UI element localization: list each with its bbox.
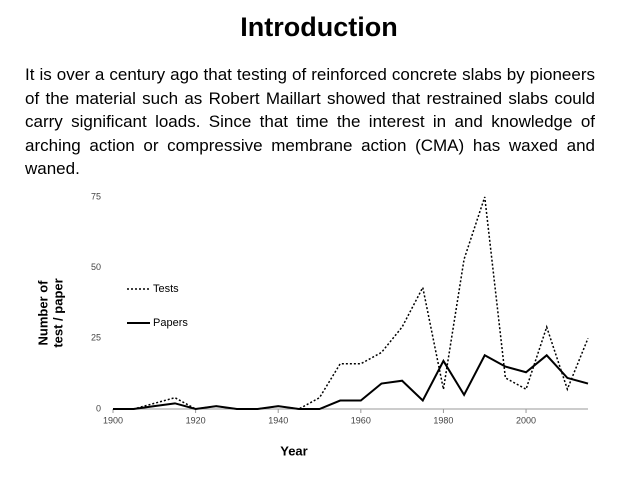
- legend-label: Tests: [153, 283, 179, 295]
- y-axis-label: test / paper: [50, 278, 65, 347]
- x-axis-label: Year: [280, 443, 307, 458]
- x-tick-label: 1900: [103, 415, 123, 425]
- paragraph: It is over a century ago that testing of…: [25, 65, 595, 178]
- line-series: [113, 353, 589, 411]
- y-tick-label: 50: [91, 262, 101, 272]
- y-tick-label: 25: [91, 333, 101, 343]
- x-tick-label: 1920: [186, 415, 206, 425]
- x-tick-label: 1980: [433, 415, 453, 425]
- legend-label: Papers: [153, 317, 188, 329]
- x-tick-label: 1940: [268, 415, 288, 425]
- x-tick-label: 1960: [351, 415, 371, 425]
- line-series: [113, 196, 589, 410]
- y-tick-label: 0: [96, 403, 101, 413]
- x-tick-label: 2000: [516, 415, 536, 425]
- y-tick-label: 75: [91, 191, 101, 201]
- y-axis-label: Number of: [35, 280, 50, 346]
- slide-title: Introduction: [240, 12, 398, 42]
